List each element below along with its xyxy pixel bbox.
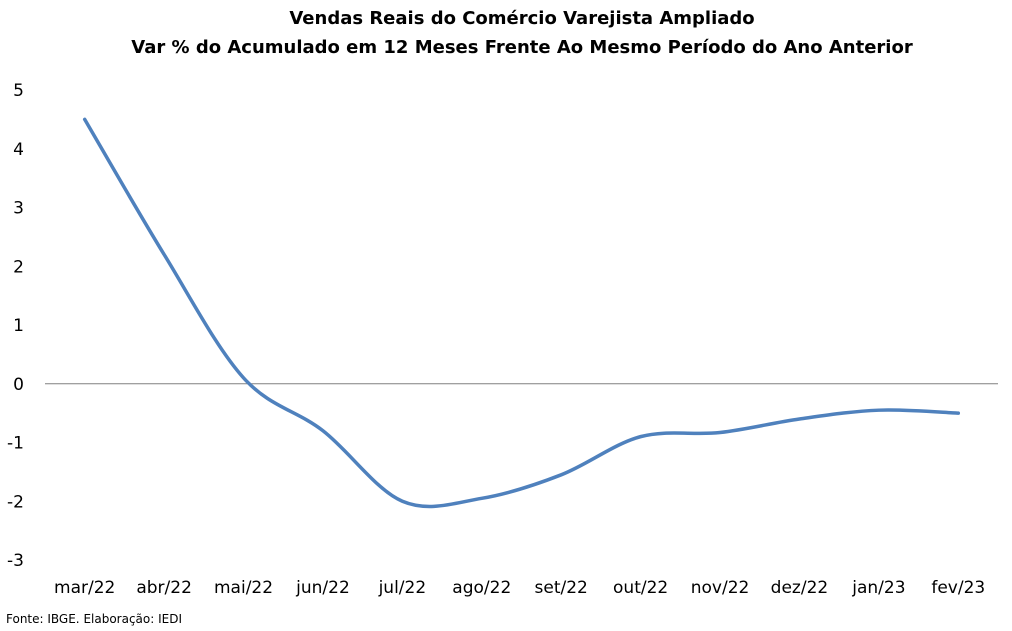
x-tick-label: nov/22	[691, 578, 750, 598]
chart-subtitle: Var % do Acumulado em 12 Meses Frente Ao…	[131, 37, 913, 58]
x-axis-ticks: mar/22 abr/22 mai/22 jun/22 jul/22 ago/22 set/…	[54, 578, 985, 598]
x-tick-label: ago/22	[452, 578, 511, 598]
y-tick-label: -2	[7, 492, 24, 512]
x-tick-label: mar/22	[54, 578, 115, 598]
y-tick-label: -1	[7, 434, 24, 454]
x-tick-label: jan/23	[851, 578, 905, 598]
y-tick-label: 1	[13, 316, 24, 336]
y-tick-label: 3	[13, 199, 24, 219]
x-tick-label: set/22	[535, 578, 588, 598]
x-tick-label: dez/22	[771, 578, 829, 598]
y-axis-ticks: 5 4 3 2 1 0 -1 -2 -3	[7, 81, 24, 571]
series-line	[82, 117, 961, 509]
x-tick-label: jul/22	[378, 578, 427, 598]
x-tick-label: out/22	[613, 578, 668, 598]
y-tick-label: 5	[13, 81, 24, 101]
x-tick-label: mai/22	[214, 578, 273, 598]
y-tick-label: -3	[7, 551, 24, 571]
source-note: Fonte: IBGE. Elaboração: IEDI	[6, 612, 183, 626]
x-tick-label: fev/23	[931, 578, 985, 598]
chart-title: Vendas Reais do Comércio Varejista Ampli…	[289, 8, 754, 29]
y-tick-label: 4	[13, 140, 24, 160]
y-tick-label: 2	[13, 257, 24, 277]
y-tick-label: 0	[13, 375, 24, 395]
x-tick-label: abr/22	[136, 578, 192, 598]
x-tick-label: jun/22	[295, 578, 350, 598]
